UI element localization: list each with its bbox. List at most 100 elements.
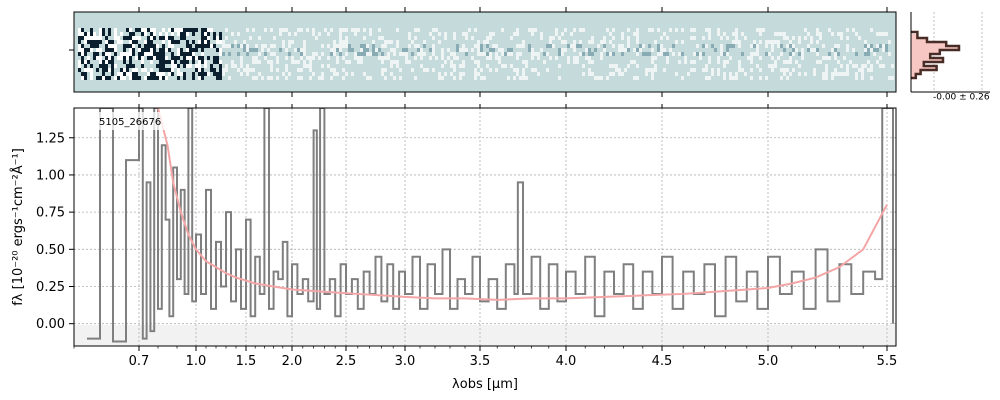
spectrum-2d-pixel <box>804 36 807 40</box>
spectrum-2d-pixel <box>342 68 345 72</box>
spectrum-2d-pixel <box>765 52 768 56</box>
x-tick-label: 3.5 <box>470 354 491 369</box>
spectrum-2d-pixel <box>213 36 216 40</box>
spectrum-2d-pixel <box>255 60 258 64</box>
spectrum-2d-pixel <box>309 64 312 68</box>
spectrum-2d-pixel <box>225 64 228 68</box>
spectrum-2d-pixel <box>423 40 426 44</box>
spectrum-2d-pixel <box>867 48 870 52</box>
spectrum-2d-pixel <box>114 52 117 56</box>
source-id-label: 5105_26676 <box>99 117 161 128</box>
spectrum-2d-pixel <box>99 60 102 64</box>
spectrum-2d-pixel <box>312 52 315 56</box>
spectrum-2d-pixel <box>246 44 249 48</box>
spectrum-2d-pixel <box>186 48 189 52</box>
spectrum-2d-pixel <box>429 48 432 52</box>
spectrum-2d-pixel <box>735 36 738 40</box>
spectrum-2d-pixel <box>309 60 312 64</box>
spectrum-2d-pixel <box>858 68 861 72</box>
spectrum-2d-pixel <box>120 68 123 72</box>
spectrum-2d-pixel <box>78 32 81 36</box>
spectrum-2d-pixel <box>621 44 624 48</box>
spectrum-2d-pixel <box>309 68 312 72</box>
spectrum-2d-pixel <box>801 56 804 60</box>
spectrum-2d-pixel <box>132 48 135 52</box>
spectrum-2d-pixel <box>540 32 543 36</box>
spectrum-2d-pixel <box>780 76 783 80</box>
spectrum-2d-pixel <box>270 28 273 32</box>
spectrum-2d-pixel <box>651 76 654 80</box>
spectrum-2d-pixel <box>261 44 264 48</box>
spectrum-2d-pixel <box>579 40 582 44</box>
spectrum-2d-pixel <box>606 52 609 56</box>
spectrum-2d-pixel <box>96 36 99 40</box>
spectrum-2d-pixel <box>594 76 597 80</box>
spectrum-2d-pixel <box>243 68 246 72</box>
spectrum-2d-pixel <box>618 68 621 72</box>
spectrum-2d-pixel <box>129 52 132 56</box>
spectrum-2d-pixel <box>321 76 324 80</box>
spectrum-2d-pixel <box>753 44 756 48</box>
spectrum-2d-pixel <box>495 68 498 72</box>
spectrum-2d-pixel <box>390 48 393 52</box>
spectrum-2d-pixel <box>99 40 102 44</box>
spectrum-2d-pixel <box>597 44 600 48</box>
spectrum-2d-pixel <box>447 56 450 60</box>
spectrum-2d-pixel <box>150 48 153 52</box>
spectrum-2d-pixel <box>162 76 165 80</box>
spectrum-2d-pixel <box>270 64 273 68</box>
spectrum-2d-pixel <box>612 72 615 76</box>
spectrum-2d-pixel <box>150 44 153 48</box>
spectrum-2d-pixel <box>750 60 753 64</box>
spectrum-2d-pixel <box>591 72 594 76</box>
spectrum-2d-pixel <box>129 44 132 48</box>
spectrum-2d-pixel <box>330 48 333 52</box>
spectrum-2d-pixel <box>396 64 399 68</box>
spectrum-2d-pixel <box>486 64 489 68</box>
zero-band <box>74 325 896 346</box>
spectrum-2d-pixel <box>291 60 294 64</box>
spectrum-2d-pixel <box>621 32 624 36</box>
spectrum-2d-pixel <box>321 64 324 68</box>
spectrum-2d-pixel <box>144 48 147 52</box>
spectrum-2d-pixel <box>744 36 747 40</box>
spectrum-2d-pixel <box>285 76 288 80</box>
spectrum-2d-pixel <box>201 68 204 72</box>
spectrum-2d-pixel <box>594 48 597 52</box>
spectrum-2d-pixel <box>363 48 366 52</box>
spectrum-2d-pixel <box>159 60 162 64</box>
spectrum-2d-pixel <box>240 44 243 48</box>
spectrum-2d-pixel <box>381 56 384 60</box>
spectrum-2d-pixel <box>297 48 300 52</box>
grid-lines <box>74 108 896 346</box>
spectrum-2d-pixel <box>588 52 591 56</box>
spectrum-2d-pixel <box>78 60 81 64</box>
spectrum-2d-pixel <box>576 44 579 48</box>
spectrum-2d-pixel <box>837 60 840 64</box>
spectrum-2d-pixel <box>99 56 102 60</box>
spectrum-2d-pixel <box>123 60 126 64</box>
spectrum-2d-pixel <box>504 52 507 56</box>
spectrum-2d-pixel <box>621 48 624 52</box>
spectrum-2d-pixel <box>300 68 303 72</box>
spectrum-2d-pixel <box>441 52 444 56</box>
spectrum-2d-pixel <box>363 28 366 32</box>
spectrum-2d-pixel <box>456 48 459 52</box>
spectrum-2d-pixel <box>246 68 249 72</box>
spectrum-2d-pixel <box>144 28 147 32</box>
spectrum-2d-pixel <box>477 48 480 52</box>
spectrum-2d-pixel <box>282 28 285 32</box>
spectrum-2d-pixel <box>117 76 120 80</box>
spectrum-2d-pixel <box>864 44 867 48</box>
spectrum-2d-pixel <box>531 56 534 60</box>
spectrum-2d-pixel <box>633 60 636 64</box>
spectrum-2d-pixel <box>288 72 291 76</box>
spectrum-2d-pixel <box>507 76 510 80</box>
spectrum-2d-pixel <box>102 52 105 56</box>
histogram-panel: -0.00 ± 0.26 <box>910 12 990 103</box>
spectrum-2d-pixel <box>231 64 234 68</box>
spectrum-2d-pixel <box>834 44 837 48</box>
spectrum-2d-pixel <box>681 76 684 80</box>
spectrum-2d-pixel <box>150 28 153 32</box>
spectrum-2d-pixel <box>135 72 138 76</box>
